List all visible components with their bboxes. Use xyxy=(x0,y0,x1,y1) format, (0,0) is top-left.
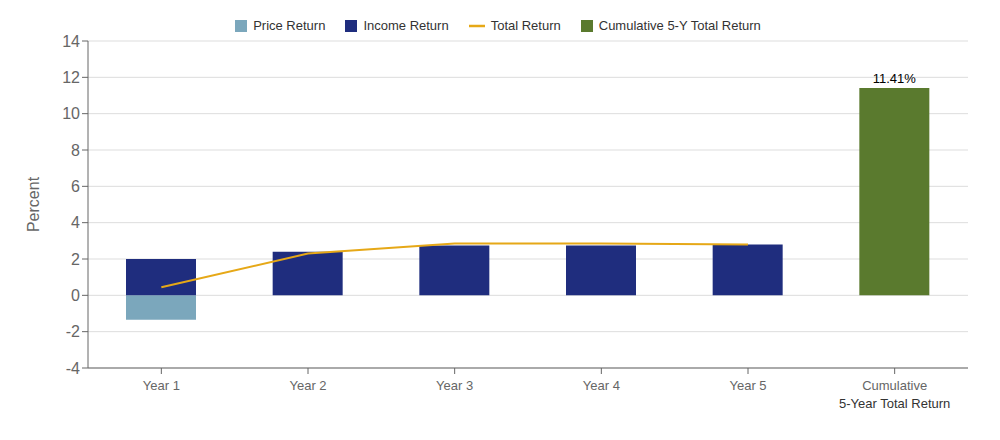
html-text:Cumulative 5-Y Total Return: Cumulative 5-Y Total Return xyxy=(598,18,761,33)
svg-text:10: 10 xyxy=(62,105,80,122)
svg-text:Year 4: Year 4 xyxy=(583,378,620,393)
svg-text:2: 2 xyxy=(71,251,80,268)
svg-text:Year 3: Year 3 xyxy=(436,378,473,393)
svg-text:0: 0 xyxy=(71,287,80,304)
html-text:Price Return: Price Return xyxy=(253,18,326,33)
svg-text:14: 14 xyxy=(62,33,80,50)
svg-text:6: 6 xyxy=(71,178,80,195)
svg-text:11.41%: 11.41% xyxy=(873,71,917,86)
svg-text:8: 8 xyxy=(71,142,80,159)
svg-text:-4: -4 xyxy=(66,360,80,377)
svg-text:4: 4 xyxy=(71,214,80,231)
html-text:Total Return: Total Return xyxy=(490,18,561,33)
svg-text:12: 12 xyxy=(62,69,80,86)
svg-text:Year 5: Year 5 xyxy=(729,378,766,393)
html-text:Income Return: Income Return xyxy=(363,18,449,33)
svg-text:Year 2: Year 2 xyxy=(289,378,326,393)
svg-text:Year 1: Year 1 xyxy=(143,378,180,393)
svg-text:5-Year Total Return: 5-Year Total Return xyxy=(839,396,950,411)
svg-text:Percent: Percent xyxy=(25,176,42,232)
svg-text:Cumulative: Cumulative xyxy=(862,378,927,393)
svg-text:-2: -2 xyxy=(66,323,80,340)
